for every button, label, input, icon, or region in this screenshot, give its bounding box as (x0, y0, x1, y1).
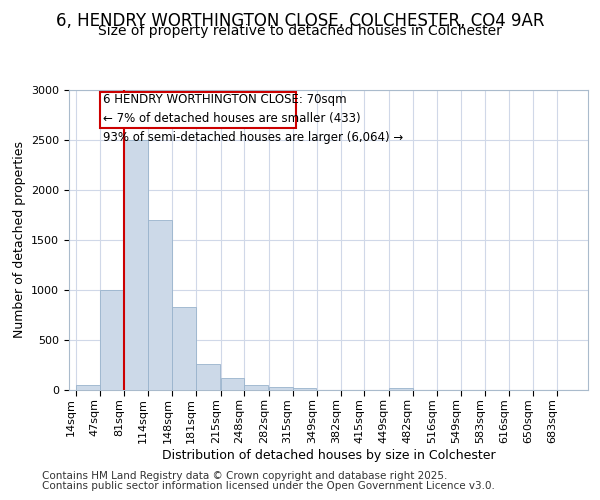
FancyBboxPatch shape (100, 92, 296, 128)
Y-axis label: Number of detached properties: Number of detached properties (13, 142, 26, 338)
X-axis label: Distribution of detached houses by size in Colchester: Distribution of detached houses by size … (161, 449, 496, 462)
Bar (148, 220, 172, 390)
Text: Size of property relative to detached houses in Colchester: Size of property relative to detached ho… (98, 24, 502, 38)
Text: 6, HENDRY WORTHINGTON CLOSE, COLCHESTER, CO4 9AR: 6, HENDRY WORTHINGTON CLOSE, COLCHESTER,… (56, 12, 544, 30)
Bar (293, 388, 316, 390)
Bar (244, 385, 268, 390)
Bar (389, 388, 413, 390)
Text: 6 HENDRY WORTHINGTON CLOSE: 70sqm
← 7% of detached houses are smaller (433)
93% : 6 HENDRY WORTHINGTON CLOSE: 70sqm ← 7% o… (103, 93, 404, 144)
Text: Contains HM Land Registry data © Crown copyright and database right 2025.: Contains HM Land Registry data © Crown c… (42, 471, 448, 481)
Bar (172, 307, 196, 390)
Bar (100, 290, 124, 390)
Bar (76, 385, 100, 390)
Bar (269, 387, 293, 390)
Text: Contains public sector information licensed under the Open Government Licence v3: Contains public sector information licen… (42, 481, 495, 491)
Bar (196, 364, 220, 390)
Bar (221, 378, 244, 390)
Bar (124, 140, 148, 390)
